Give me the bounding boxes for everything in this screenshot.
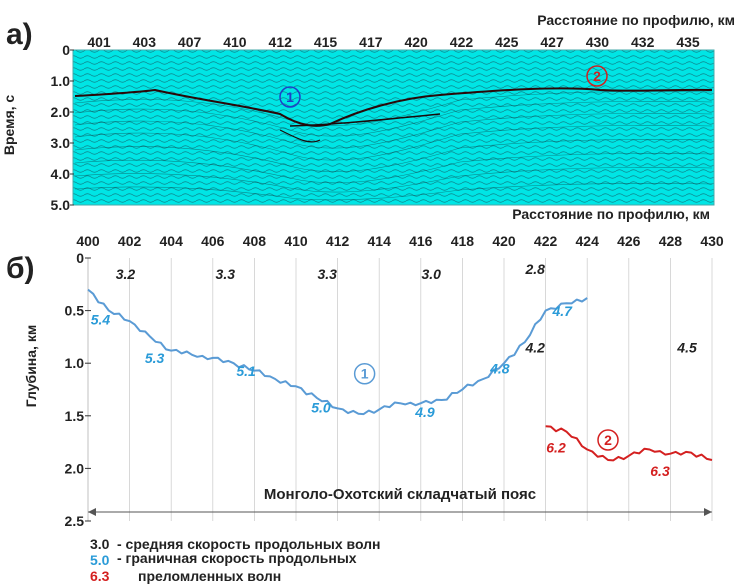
panel-b-lines [87, 288, 713, 462]
a-xtick-label-403: 403 [133, 34, 157, 50]
legend-text-boundary: - граничная скорость продольных [117, 550, 357, 566]
a-xtick-label-401: 401 [87, 34, 111, 50]
a-ytick-label-5: 5.0 [51, 197, 71, 213]
profile-marker-2: 2 [604, 432, 612, 448]
b-xtick-label-426: 426 [617, 233, 641, 249]
boundary-velocity-label-1-0: 5.4 [91, 311, 111, 327]
boundary-velocity-label-1-5: 4.8 [489, 361, 510, 377]
b-xtick-label-410: 410 [284, 233, 308, 249]
a-xtick-label-410: 410 [223, 34, 247, 50]
b-ytick-label-0: 0 [76, 250, 84, 266]
panel-b-grid [87, 258, 713, 521]
seismic-marker-1: 1 [286, 89, 294, 105]
profile-marker-2-circle [597, 429, 619, 451]
boundary-velocity-label-2-0: 6.2 [546, 440, 566, 456]
b-ytick-label-3: 1.5 [65, 408, 85, 424]
a-ytick-label-3: 3.0 [51, 135, 71, 151]
boundary-velocity-label-2-1: 6.3 [650, 463, 670, 479]
profile-marker-1-circle [353, 362, 376, 385]
series-line-2 [545, 425, 713, 462]
b-xtick-label-422: 422 [534, 233, 558, 249]
panel-b-axis-title: Расстояние по профилю, км [512, 206, 710, 222]
seismic-section: 1 2 [72, 49, 715, 206]
a-xtick-label-420: 420 [404, 34, 428, 50]
a-ytick-label-0: 0 [62, 42, 70, 58]
a-xtick-label-422: 422 [450, 34, 474, 50]
b-xtick-label-428: 428 [659, 233, 683, 249]
a-xtick-label-417: 417 [359, 34, 383, 50]
a-xtick-label-407: 407 [178, 34, 202, 50]
panel-a-ylabel: Время, с [1, 95, 17, 156]
a-xtick-label-427: 427 [540, 34, 564, 50]
boundary-velocity-label-1-1: 5.3 [145, 350, 165, 366]
b-xtick-label-430: 430 [700, 233, 724, 249]
panel-a-letter: а) [6, 18, 33, 51]
b-xtick-label-424: 424 [576, 233, 600, 249]
b-xtick-label-408: 408 [243, 233, 267, 249]
avg-velocity-label-0: 3.2 [116, 266, 136, 282]
a-xtick-label-430: 430 [586, 34, 610, 50]
a-xtick-label-435: 435 [676, 34, 700, 50]
a-ytick-label-4: 4.0 [51, 166, 71, 182]
legend-value-refracted: 6.3 [90, 568, 110, 584]
panel-b-labels: 3.2 3.3 3.3 3.0 2.8 4.2 4.5 5.4 5.3 5.1 5.0 4.9 4.8 4… [91, 261, 697, 479]
boundary-velocity-label-1-2: 5.1 [236, 363, 256, 379]
b-ytick-label-5: 2.5 [65, 513, 85, 529]
a-xtick-label-415: 415 [314, 34, 338, 50]
avg-velocity-label-3: 3.0 [421, 266, 441, 282]
belt-label: Монголо-Охотский складчатый пояс [264, 486, 536, 503]
avg-velocity-label-4: 2.8 [524, 261, 545, 277]
legend-text-refracted: преломленных волн [138, 568, 281, 584]
b-xtick-label-404: 404 [160, 233, 184, 249]
series-line-1 [87, 288, 588, 416]
a-xtick-label-412: 412 [269, 34, 293, 50]
b-xtick-label-406: 406 [201, 233, 225, 249]
seismic-reflector-1 [74, 87, 713, 127]
b-xtick-label-400: 400 [76, 233, 100, 249]
panel-b-letter: б) [6, 252, 35, 285]
boundary-velocity-label-1-3: 5.0 [311, 400, 331, 416]
a-xtick-label-432: 432 [631, 34, 655, 50]
legend: 3.0 - средняя скорость продольных волн 5… [90, 536, 381, 584]
panel-a-y-ticks: 0 1.0 2.0 3.0 4.0 5.0 [51, 42, 74, 213]
b-ytick-label-1: 0.5 [65, 303, 85, 319]
b-xtick-label-412: 412 [326, 233, 350, 249]
b-xtick-label-414: 414 [368, 233, 392, 249]
seismic-marker-2-circle [586, 65, 608, 87]
b-xtick-label-416: 416 [409, 233, 433, 249]
b-xtick-label-402: 402 [118, 233, 142, 249]
boundary-velocity-label-1-4: 4.9 [414, 404, 435, 420]
avg-velocity-label-2: 3.3 [317, 266, 337, 282]
a-ytick-label-1: 1.0 [51, 73, 71, 89]
belt-arrow [88, 508, 712, 516]
boundary-velocity-label-1-6: 4.7 [552, 303, 574, 319]
panel-b-y-ticks: 0 0.5 1.0 1.5 2.0 2.5 [65, 250, 91, 529]
legend-value-avg: 3.0 [90, 536, 110, 552]
avg-velocity-label-6: 4.5 [676, 340, 697, 356]
b-xtick-label-420: 420 [492, 233, 516, 249]
panel-b-ylabel: Глубина, км [23, 325, 39, 407]
a-ytick-label-2: 2.0 [51, 104, 71, 120]
panel-a-x-ticks: 401 403 407 410 412 415 417 420 422 425 427 430 432 4… [87, 34, 700, 50]
a-xtick-label-425: 425 [495, 34, 519, 50]
b-xtick-label-418: 418 [451, 233, 475, 249]
profile-marker-1: 1 [361, 366, 369, 382]
panel-a-axis-title: Расстояние по профилю, км [537, 12, 735, 28]
legend-value-boundary: 5.0 [90, 552, 110, 568]
b-ytick-label-4: 2.0 [65, 460, 85, 476]
avg-velocity-label-1: 3.3 [216, 266, 236, 282]
legend-text-avg: - средняя скорость продольных волн [117, 536, 381, 552]
b-ytick-label-2: 1.0 [65, 355, 85, 371]
panel-b-x-ticks: 400 402 404 406 408 410 412 414 416 418 420 422 424 4… [76, 233, 724, 249]
seismic-marker-2: 2 [593, 68, 601, 84]
avg-velocity-label-5: 4.2 [524, 340, 545, 356]
seismic-marker-1-circle [279, 86, 301, 108]
